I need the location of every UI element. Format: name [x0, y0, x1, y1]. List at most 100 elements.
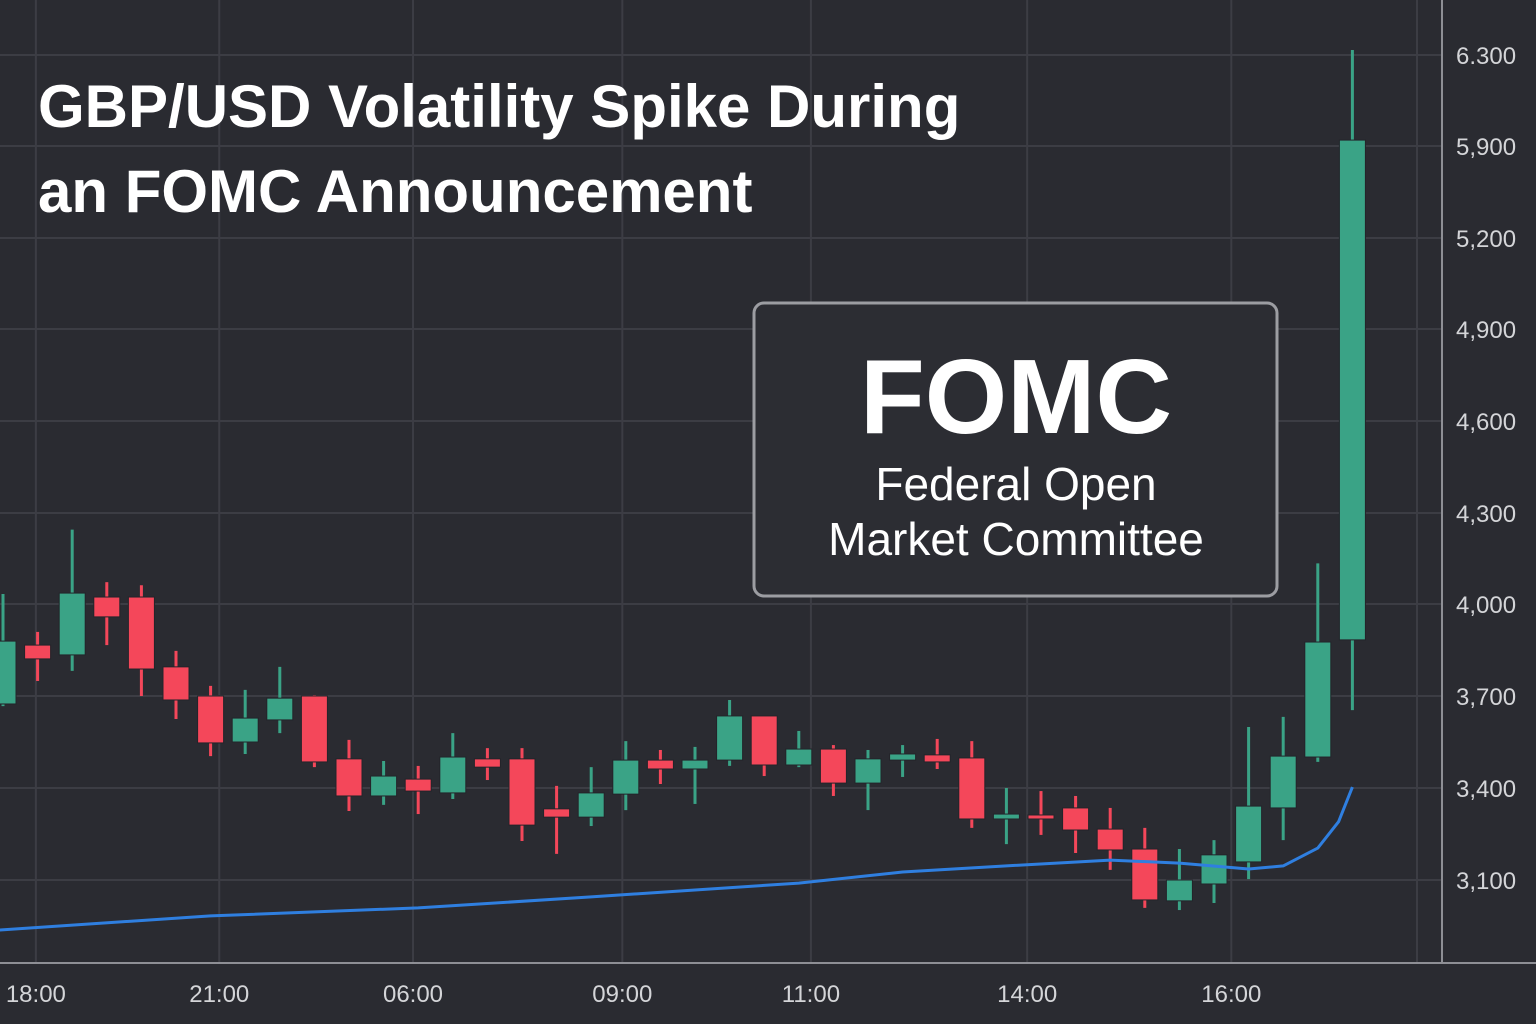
fomc-annotation-box: FOMC Federal Open Market Committee: [752, 301, 1279, 598]
annotation-line-1: Federal Open: [875, 458, 1156, 510]
moving-average-line: [0, 786, 1354, 932]
x-tick-label: 16:00: [1201, 981, 1261, 1008]
candle-body: [197, 695, 225, 744]
y-tick-label: 3,700: [1456, 684, 1516, 711]
y-tick-label: 3,100: [1456, 868, 1516, 895]
x-tick-label: 09:00: [592, 981, 652, 1008]
candle-down: [93, 582, 121, 646]
candle-body: [1131, 848, 1159, 901]
y-tick-label: 5,200: [1456, 226, 1516, 253]
candle-body: [992, 813, 1020, 820]
candle-down: [1062, 795, 1090, 854]
candle-body: [439, 756, 467, 794]
candle-body: [1096, 828, 1124, 851]
candle-body: [1165, 879, 1193, 902]
candle-body: [889, 753, 917, 761]
candle-up: [577, 767, 605, 827]
candle-body: [335, 758, 363, 797]
candle-body: [1304, 641, 1332, 758]
x-axis-ticks: 18:00 21:00 06:00 09:00 11:00 14:00 16:00: [6, 981, 1261, 1008]
candle-body: [681, 759, 709, 770]
candle-up: [58, 529, 86, 671]
candle-down: [335, 739, 363, 811]
candle-body: [473, 758, 501, 768]
candle-body: [404, 778, 432, 792]
candle-body: [854, 758, 882, 784]
candle-body: [1338, 139, 1366, 641]
candle-body: [162, 666, 190, 701]
candle-up: [0, 593, 17, 707]
candle-down: [473, 748, 501, 781]
candle-body: [646, 759, 674, 770]
candle-up: [1235, 726, 1263, 880]
candle-down: [162, 650, 190, 719]
candle-body: [58, 592, 86, 656]
chart-title-line-2: an FOMC Announcement: [38, 158, 752, 225]
candle-body: [300, 695, 328, 763]
candle-up: [1165, 849, 1193, 911]
candle-down: [750, 715, 778, 777]
y-tick-label: 5,900: [1456, 134, 1516, 161]
candle-body: [24, 644, 52, 660]
y-tick-label: 4,900: [1456, 317, 1516, 344]
candle-up: [1269, 716, 1297, 841]
annotation-heading: FOMC: [860, 338, 1172, 456]
candle-down: [1027, 791, 1055, 835]
candle-up: [681, 746, 709, 804]
candle-up: [439, 733, 467, 800]
candles: [0, 49, 1366, 911]
candle-up: [889, 745, 917, 777]
candle-body: [1027, 814, 1055, 820]
candle-down: [508, 748, 536, 842]
candle-body: [370, 775, 398, 797]
candle-body: [0, 640, 17, 705]
candle-body: [1269, 755, 1297, 809]
candle-body: [785, 748, 813, 766]
candle-up: [612, 741, 640, 811]
candle-down: [197, 685, 225, 757]
y-axis-ticks: 6.300 5,900 5,200 4,900 4,600 4,300 4,000 3,700…: [1456, 43, 1516, 895]
y-tick-label: 4,600: [1456, 409, 1516, 436]
candle-body: [93, 596, 121, 618]
candle-body: [923, 754, 951, 763]
candle-body: [508, 758, 536, 826]
candle-body: [819, 748, 847, 784]
candle-down: [646, 749, 674, 785]
candle-body: [1200, 854, 1228, 885]
candle-body: [266, 697, 294, 721]
candle-up: [716, 699, 744, 766]
candle-up: [992, 788, 1020, 845]
candle-up: [231, 689, 259, 754]
candle-down: [127, 585, 155, 696]
candle-up: [785, 730, 813, 768]
candle-down: [958, 741, 986, 828]
y-tick-label: 4,000: [1456, 592, 1516, 619]
candle-body: [612, 759, 640, 795]
candle-down: [1131, 827, 1159, 908]
candle-down: [24, 631, 52, 681]
x-tick-label: 11:00: [782, 981, 840, 1008]
candle-down: [543, 785, 571, 854]
candle-up: [266, 666, 294, 734]
candle-body: [1235, 805, 1263, 863]
candle-up: [1200, 840, 1228, 903]
candle-body: [716, 715, 744, 761]
candle-up: [854, 749, 882, 811]
annotation-line-2: Market Committee: [828, 513, 1204, 565]
annotation-frame: [752, 301, 1279, 598]
candle-body: [127, 596, 155, 670]
candle-body: [231, 717, 259, 743]
x-tick-label: 18:00: [6, 981, 66, 1008]
candle-down: [404, 765, 432, 815]
candle-down: [300, 695, 328, 768]
candle-body: [958, 757, 986, 820]
candle-body: [1062, 807, 1090, 831]
candle-down: [923, 738, 951, 769]
candle-body: [750, 715, 778, 766]
candle-body: [543, 808, 571, 818]
y-tick-label: 6.300: [1456, 43, 1516, 70]
candle-down: [819, 745, 847, 796]
candle-up: [1304, 563, 1332, 762]
y-tick-label: 4,300: [1456, 501, 1516, 528]
